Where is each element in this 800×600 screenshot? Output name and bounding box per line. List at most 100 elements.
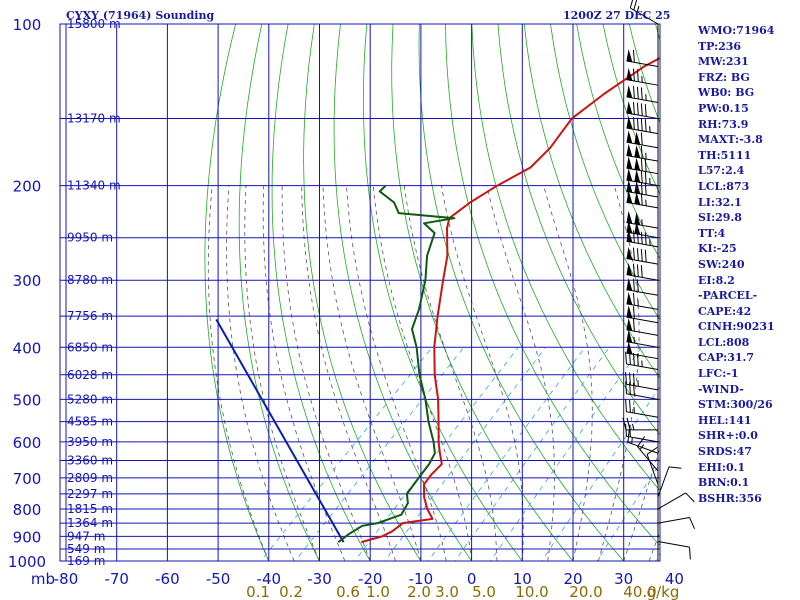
mixing-ratio-label: 10.0: [515, 583, 548, 600]
barb-staff: [626, 231, 659, 239]
moist-adiabat: [322, 185, 422, 561]
dry-adiabat: [204, 24, 270, 561]
moist-adiabats: [207, 185, 660, 561]
temperature-tick-label: -60: [155, 570, 180, 588]
barb-staff: [657, 541, 690, 548]
mixing-ratio-line: [541, 386, 660, 561]
temperature-tick-label: -10: [409, 570, 434, 588]
wind-barb: [657, 517, 696, 530]
barb-flag: [644, 249, 647, 263]
wind-barb: [626, 85, 659, 103]
pressure-tick-label: 400: [13, 339, 42, 357]
index-item: LFC:-1: [698, 367, 739, 381]
barb-flag: [636, 279, 639, 292]
barb-flag: [640, 145, 643, 159]
dry-adiabat: [238, 24, 320, 561]
moist-adiabat: [207, 185, 270, 561]
dry-adiabat: [550, 24, 660, 321]
barb-pennant: [634, 169, 641, 183]
index-item: EHI:0.1: [698, 460, 746, 474]
temperature-tick-label: -30: [307, 570, 332, 588]
barb-flag: [633, 0, 638, 11]
wind-barb: [626, 262, 659, 281]
barb-flag: [629, 424, 631, 438]
wind-barb: [625, 399, 659, 418]
dry-adiabat: [333, 24, 473, 561]
parcel-path: [215, 319, 345, 543]
dry-adiabat: [471, 24, 660, 492]
index-item: -PARCEL-: [698, 289, 758, 303]
wind-barb: [657, 541, 691, 560]
barb-staff: [657, 466, 670, 498]
barb-pennant: [626, 190, 633, 204]
barb-flag: [636, 86, 639, 100]
index-item: WB0: BG: [698, 86, 755, 100]
moist-adiabat: [543, 185, 593, 561]
index-item: BRN:0.1: [698, 476, 750, 490]
barb-flag: [637, 436, 646, 447]
pressure-tick-label: 900: [13, 528, 42, 546]
barb-pennant: [626, 85, 633, 98]
index-item: -WIND-: [698, 382, 744, 396]
barb-pennant: [634, 221, 641, 235]
dry-adiabat: [418, 24, 625, 561]
barb-flag: [629, 352, 631, 365]
barb-flag: [636, 353, 639, 367]
height-label: 7756 m: [67, 309, 113, 323]
barb-flag: [636, 117, 639, 131]
mixing-ratio-label: 3.0: [435, 583, 459, 600]
moist-adiabat: [486, 185, 555, 561]
index-item: LI:32.1: [698, 195, 742, 209]
wind-barb: [626, 67, 659, 86]
wind-barb: [626, 246, 659, 265]
wind-barb: [637, 436, 659, 472]
height-label: 6028 m: [67, 368, 113, 382]
barb-pennant: [626, 220, 633, 234]
barb-flag: [646, 446, 658, 455]
barb-pennant: [634, 145, 641, 158]
index-item: SW:240: [698, 257, 745, 271]
index-item: SRDS:47: [698, 445, 752, 459]
index-item: CAPE:42: [698, 304, 752, 318]
dry-adiabat: [787, 24, 800, 572]
index-item: LCL:873: [698, 179, 750, 193]
barb-flag: [629, 372, 631, 385]
wind-barb: [627, 429, 659, 454]
barb-pennant: [634, 191, 641, 205]
height-label: 8780 m: [67, 273, 113, 287]
mixing-ratio-line: [490, 347, 642, 561]
barb-flag: [625, 371, 627, 385]
x-axis-label: mb: [31, 570, 55, 588]
temperature-tick-label: 10: [513, 570, 532, 588]
barb-flag: [632, 85, 635, 99]
barb-pennant: [626, 305, 633, 319]
barb-staff: [626, 411, 659, 418]
wind-barb: [626, 329, 659, 348]
barb-flag: [629, 382, 631, 395]
dry-adiabat: [271, 24, 371, 561]
wind-barb: [626, 292, 659, 310]
moist-adiabat: [346, 185, 447, 561]
mixing-ratio-line: [427, 347, 586, 561]
barb-staff: [657, 517, 690, 524]
index-item: KI:-25: [698, 242, 737, 256]
temperature-tick-label: -50: [206, 570, 231, 588]
barb-pennant: [626, 116, 633, 130]
barb-staff: [646, 454, 659, 485]
index-item: MW:231: [698, 55, 749, 69]
index-item: CINH:90231: [698, 320, 775, 334]
index-item: RH:73.9: [698, 117, 749, 131]
barb-flag: [640, 231, 643, 245]
barb-pennant: [626, 67, 633, 81]
barb-flag: [625, 381, 627, 394]
wind-barb: [626, 130, 659, 149]
height-label: 4585 m: [67, 415, 113, 429]
barb-flag: [640, 132, 643, 146]
barb-flag: [644, 171, 647, 184]
barb-pennant: [626, 210, 633, 224]
barb-flag: [625, 423, 627, 437]
barb-staff: [626, 383, 659, 391]
grid: [59, 23, 661, 562]
barb-pennant: [626, 292, 633, 305]
